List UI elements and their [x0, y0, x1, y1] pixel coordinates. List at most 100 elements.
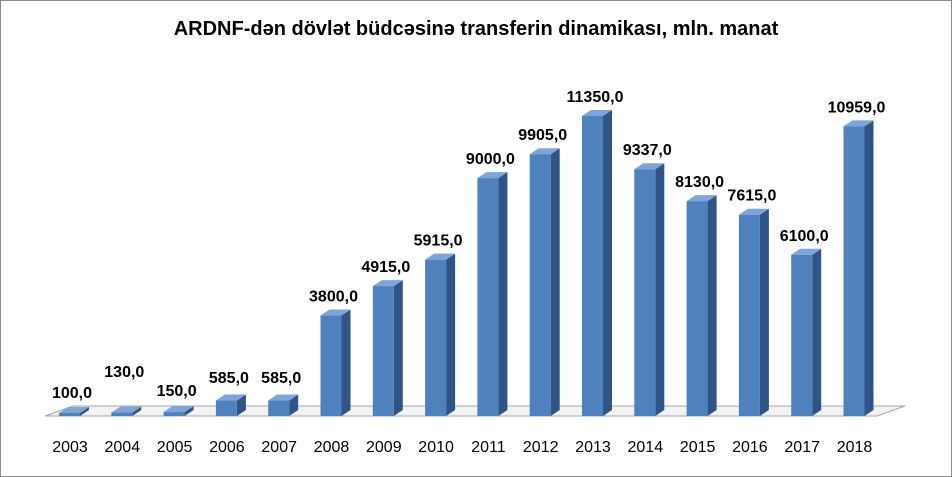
x-tick-label: 2013 [575, 439, 611, 456]
bar-2015 [686, 195, 717, 416]
bar-2016 [738, 208, 769, 416]
data-label: 11350,0 [567, 89, 624, 106]
x-tick-label: 2008 [314, 439, 350, 456]
bar-top [268, 394, 299, 401]
data-label: 7615,0 [727, 188, 776, 205]
bar-2018 [843, 120, 874, 416]
data-label: 6100,0 [780, 228, 829, 245]
bar-top [477, 172, 508, 179]
bar-top [372, 280, 403, 287]
bar-front [634, 169, 656, 416]
bar-front [59, 413, 80, 416]
bar-2008 [320, 309, 351, 416]
data-label: 585,0 [261, 370, 301, 387]
bar-front [268, 400, 290, 416]
bar-side [550, 148, 560, 416]
bar-side [341, 309, 351, 416]
bar-side [184, 406, 194, 416]
data-label: 9000,0 [466, 151, 515, 168]
x-tick-label: 2003 [52, 439, 88, 456]
data-label: 9337,0 [623, 142, 672, 159]
bar-side [655, 163, 665, 416]
bar-top [215, 394, 246, 401]
x-tick-label: 2017 [784, 439, 820, 456]
x-tick-label: 2006 [209, 439, 245, 456]
bar-front [215, 400, 237, 416]
bar-front [686, 201, 708, 416]
bar-2017 [791, 248, 822, 416]
bar-2013 [582, 110, 612, 416]
bar-2009 [372, 280, 403, 416]
x-tick-label: 2016 [732, 439, 768, 456]
bar-top [582, 110, 612, 116]
bar-front [477, 178, 499, 416]
data-label: 8130,0 [675, 174, 724, 191]
bar-front [425, 259, 447, 416]
bar-side [80, 407, 89, 416]
bar-top [686, 195, 717, 202]
bar-top [529, 148, 560, 155]
bar-front [738, 214, 760, 416]
bar-side [236, 394, 246, 416]
bar-front [320, 315, 342, 416]
data-label: 10959,0 [828, 99, 886, 116]
data-labels-group: 100,0 130,0 150,0 585,0 585,0 3800,04915,0591… [52, 89, 886, 402]
bar-2014 [634, 163, 665, 416]
bar-2004 [111, 406, 142, 416]
bar-top [111, 406, 142, 413]
bar-side [498, 172, 508, 416]
x-tick-label: 2018 [837, 439, 873, 456]
bar-2010 [425, 253, 456, 416]
bar-side [393, 280, 403, 416]
bar-front [582, 116, 603, 416]
bar-front [372, 286, 394, 416]
bar-side [707, 195, 717, 416]
bar-2005 [163, 406, 194, 416]
x-tick-label: 2015 [680, 439, 716, 456]
chart-title: ARDNF-dən dövlət büdcəsinə transferin di… [173, 18, 779, 40]
bar-top [791, 248, 822, 255]
x-tick-label: 2007 [261, 439, 297, 456]
bar-side [759, 208, 769, 416]
bar-top [163, 406, 194, 413]
bar-front [111, 412, 133, 416]
x-tick-label: 2012 [523, 439, 559, 456]
data-label: 130,0 [104, 364, 144, 381]
bar-2003 [59, 407, 89, 416]
bar-top [320, 309, 351, 316]
bar-top [425, 253, 456, 260]
data-label: 150,0 [157, 383, 197, 400]
bar-side [603, 110, 612, 416]
bar-side [812, 248, 822, 416]
bar-front [843, 126, 865, 416]
bar-2011 [477, 172, 508, 416]
x-tick-label: 2010 [418, 439, 454, 456]
bar-side [864, 120, 874, 416]
x-tick-labels-group: 2003 2004 2005 2006 2007 2008 2009 2010 2011 2012… [52, 439, 872, 456]
x-tick-label: 2009 [366, 439, 402, 456]
bar-2006 [215, 394, 246, 416]
bar-2012 [529, 148, 560, 416]
data-label: 100,0 [52, 385, 92, 402]
x-tick-label: 2014 [628, 439, 664, 456]
data-label: 4915,0 [361, 259, 410, 276]
bars-group [59, 110, 874, 416]
bar-top [738, 208, 769, 215]
bar-side [132, 406, 142, 416]
x-tick-label: 2005 [157, 439, 193, 456]
bar-front [529, 154, 551, 416]
bar-top [634, 163, 665, 170]
data-label: 9905,0 [518, 127, 567, 144]
bar-front [163, 412, 185, 416]
bar-side [446, 253, 456, 416]
x-tick-label: 2011 [471, 439, 506, 456]
x-tick-label: 2004 [105, 439, 141, 456]
bar-top [843, 120, 874, 127]
bar-front [791, 254, 813, 416]
bar-side [289, 394, 299, 416]
data-label: 3800,0 [309, 289, 358, 306]
bar-2007 [268, 394, 299, 416]
bar-top [59, 407, 89, 413]
data-label: 585,0 [209, 370, 249, 387]
